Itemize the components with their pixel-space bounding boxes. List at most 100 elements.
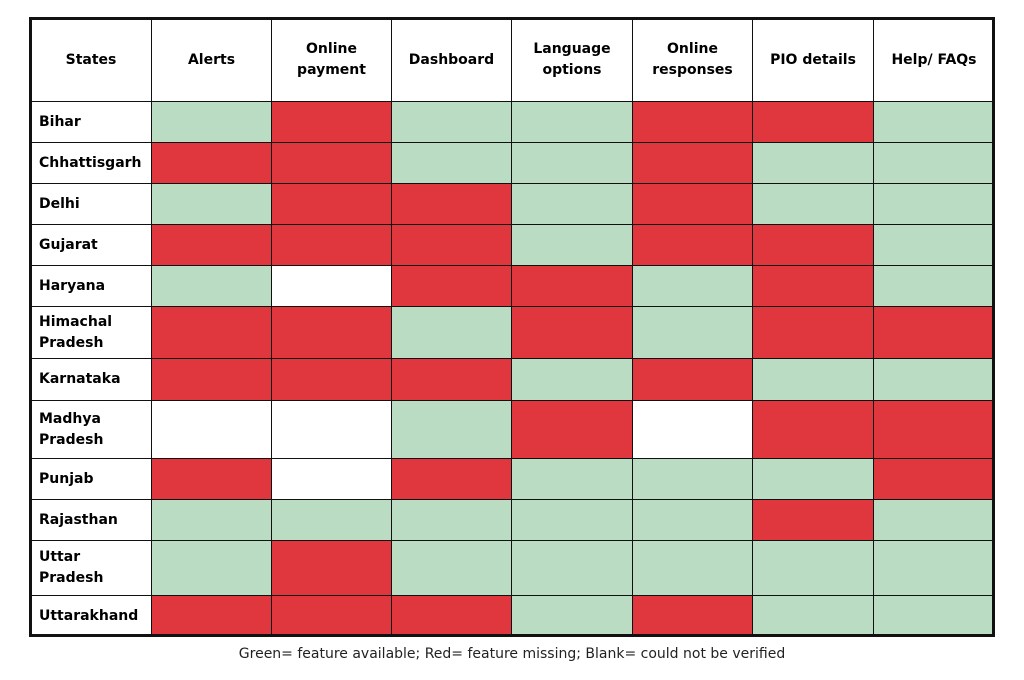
status-cell	[271, 358, 392, 401]
status-cell	[873, 101, 995, 143]
status-cell	[873, 400, 995, 459]
status-cell	[151, 306, 272, 359]
status-cell	[752, 400, 874, 459]
status-cell	[271, 101, 392, 143]
status-cell	[632, 224, 753, 266]
state-cell: Delhi	[30, 183, 152, 225]
status-cell	[151, 595, 272, 637]
status-cell	[151, 101, 272, 143]
status-cell	[752, 224, 874, 266]
status-cell	[271, 265, 392, 307]
status-cell	[391, 540, 512, 596]
status-cell	[511, 306, 633, 359]
status-cell	[511, 358, 633, 401]
status-cell	[752, 142, 874, 184]
status-cell	[271, 400, 392, 459]
status-cell	[391, 101, 512, 143]
header-cell: Online responses	[632, 18, 753, 102]
status-cell	[632, 458, 753, 500]
state-cell: Gujarat	[30, 224, 152, 266]
status-cell	[752, 595, 874, 637]
status-cell	[391, 183, 512, 225]
status-cell	[271, 224, 392, 266]
status-cell	[391, 358, 512, 401]
status-cell	[391, 306, 512, 359]
status-cell	[511, 400, 633, 459]
status-cell	[632, 358, 753, 401]
status-cell	[632, 595, 753, 637]
caption: Green= feature available; Red= feature m…	[238, 646, 786, 662]
status-cell	[511, 499, 633, 541]
status-cell	[271, 540, 392, 596]
status-cell	[511, 101, 633, 143]
status-cell	[752, 183, 874, 225]
state-cell: Bihar	[30, 101, 152, 143]
status-cell	[271, 306, 392, 359]
header-cell: Dashboard	[391, 18, 512, 102]
status-cell	[271, 595, 392, 637]
status-cell	[632, 306, 753, 359]
status-cell	[632, 265, 753, 307]
status-cell	[151, 224, 272, 266]
status-cell	[271, 499, 392, 541]
status-cell	[511, 224, 633, 266]
status-cell	[151, 540, 272, 596]
status-cell	[873, 595, 995, 637]
status-cell	[391, 265, 512, 307]
status-cell	[752, 358, 874, 401]
header-cell: Help/ FAQs	[873, 18, 995, 102]
status-cell	[391, 224, 512, 266]
state-cell: Punjab	[30, 458, 152, 500]
status-cell	[271, 183, 392, 225]
status-cell	[391, 400, 512, 459]
header-cell: Alerts	[151, 18, 272, 102]
status-cell	[511, 142, 633, 184]
status-cell	[752, 265, 874, 307]
status-cell	[151, 400, 272, 459]
status-cell	[873, 224, 995, 266]
state-cell: Karnataka	[30, 358, 152, 401]
status-cell	[151, 142, 272, 184]
status-cell	[511, 183, 633, 225]
status-cell	[632, 101, 753, 143]
status-cell	[271, 458, 392, 500]
status-cell	[752, 499, 874, 541]
state-cell: Himachal Pradesh	[30, 306, 152, 359]
state-cell: Uttar Pradesh	[30, 540, 152, 596]
status-cell	[752, 306, 874, 359]
status-cell	[873, 540, 995, 596]
status-cell	[391, 142, 512, 184]
status-cell	[151, 458, 272, 500]
status-cell	[873, 458, 995, 500]
status-cell	[271, 142, 392, 184]
status-cell	[151, 183, 272, 225]
status-cell	[632, 142, 753, 184]
state-cell: Rajasthan	[30, 499, 152, 541]
status-cell	[511, 540, 633, 596]
header-cell: States	[30, 18, 152, 102]
status-cell	[632, 400, 753, 459]
status-cell	[391, 458, 512, 500]
status-cell	[873, 358, 995, 401]
status-cell	[511, 265, 633, 307]
status-cell	[873, 306, 995, 359]
status-cell	[511, 458, 633, 500]
state-cell: Chhattisgarh	[30, 142, 152, 184]
status-cell	[873, 265, 995, 307]
state-cell: Uttarakhand	[30, 595, 152, 637]
status-cell	[391, 499, 512, 541]
status-cell	[873, 183, 995, 225]
status-cell	[632, 540, 753, 596]
status-cell	[151, 265, 272, 307]
status-cell	[632, 499, 753, 541]
status-cell	[632, 183, 753, 225]
state-cell: Madhya Pradesh	[30, 400, 152, 459]
status-cell	[752, 101, 874, 143]
status-cell	[752, 540, 874, 596]
status-cell	[391, 595, 512, 637]
status-cell	[873, 499, 995, 541]
header-cell: Online payment	[271, 18, 392, 102]
status-cell	[151, 499, 272, 541]
status-cell	[511, 595, 633, 637]
